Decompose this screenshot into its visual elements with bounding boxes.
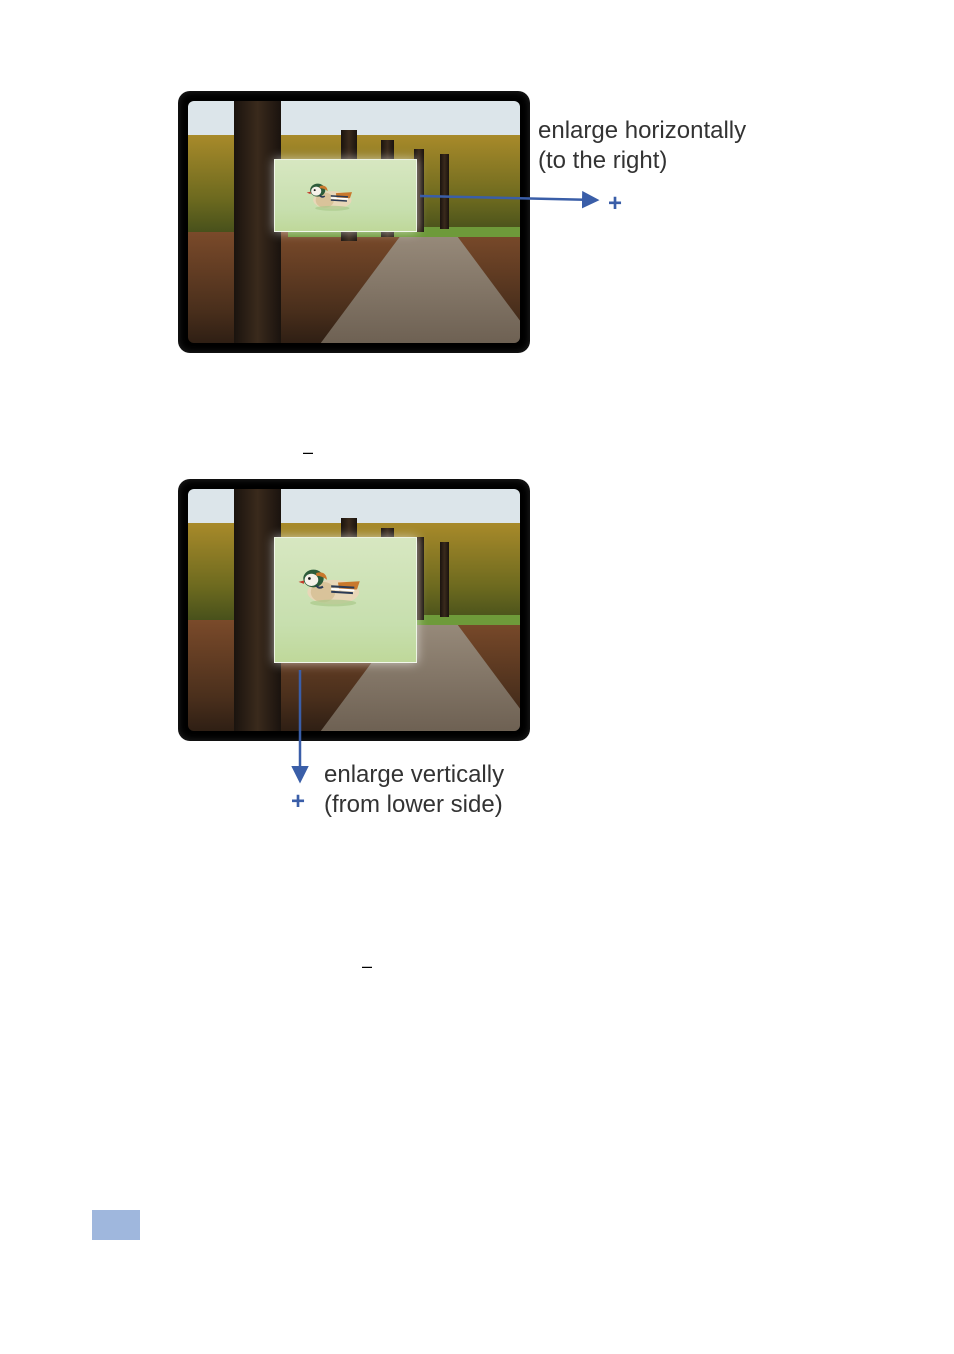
- separator-dash: –: [362, 956, 372, 977]
- page-badge: [92, 1210, 140, 1240]
- figure2-plus-icon: +: [291, 788, 305, 816]
- figure2-label: enlarge vertically (from lower side): [324, 760, 504, 820]
- figure2-label-line1: enlarge vertically: [324, 760, 504, 790]
- figure2-label-line2: (from lower side): [324, 790, 504, 820]
